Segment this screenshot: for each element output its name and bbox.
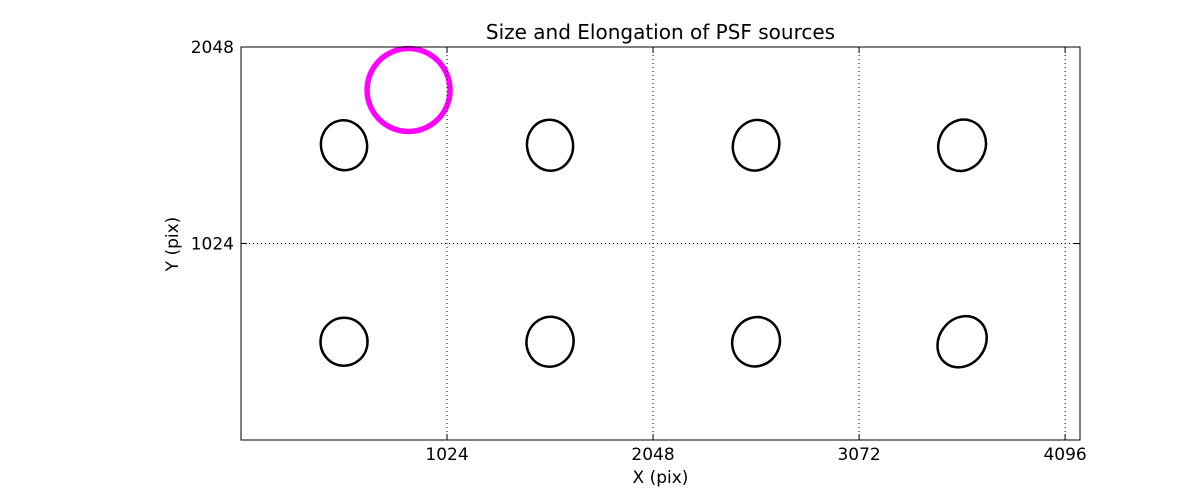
psf-ellipse bbox=[936, 314, 988, 369]
psf-ellipse bbox=[525, 315, 575, 368]
x-tick-label: 2048 bbox=[631, 445, 674, 465]
x-tick-label: 1024 bbox=[425, 445, 468, 465]
psf-ellipse bbox=[525, 118, 575, 172]
psf-ellipse bbox=[730, 315, 782, 368]
x-tick-label: 3072 bbox=[837, 445, 880, 465]
psf-ellipse bbox=[731, 118, 781, 172]
chart-title: Size and Elongation of PSF sources bbox=[485, 20, 836, 44]
psf-ellipse bbox=[319, 316, 369, 367]
highlight-ellipse bbox=[364, 45, 453, 135]
y-tick-label: 2048 bbox=[191, 38, 234, 58]
psf-ellipse bbox=[936, 118, 988, 173]
psf-ellipse bbox=[319, 119, 369, 172]
y-tick-label: 1024 bbox=[191, 235, 234, 255]
plot-frame bbox=[240, 46, 1081, 441]
x-axis-label: X (pix) bbox=[632, 468, 689, 488]
x-tick-label: 4096 bbox=[1043, 445, 1086, 465]
